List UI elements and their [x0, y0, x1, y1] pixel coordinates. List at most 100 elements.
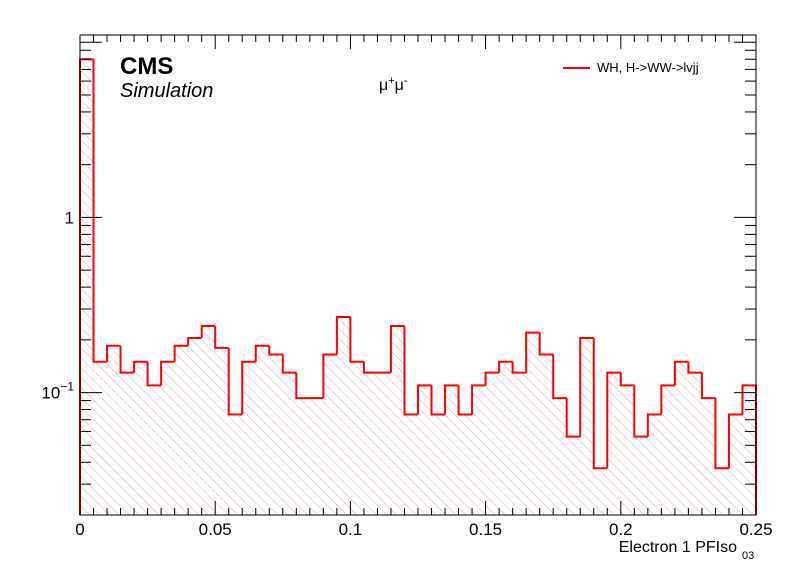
- histogram-step: [619, 372, 635, 387]
- x-axis-title: Electron 1 PFIso: [619, 539, 737, 556]
- x-axis-title-subscript: 03: [742, 550, 754, 562]
- histogram-step: [227, 347, 243, 416]
- histogram-step: [727, 413, 743, 469]
- histogram-step: [498, 360, 513, 373]
- histogram-step: [471, 384, 486, 415]
- histogram-bin: [201, 325, 216, 515]
- histogram-bin: [282, 372, 297, 515]
- histogram-bin: [93, 361, 108, 515]
- histogram-bin: [390, 325, 405, 515]
- histogram-bin: [161, 361, 175, 515]
- x-tick-labels: 0 0.05 0.1 0.15 0.2 0.25: [75, 520, 772, 539]
- histogram-step: [579, 336, 594, 437]
- histogram-bin: [309, 398, 324, 515]
- histogram-bin: [593, 468, 608, 515]
- histogram-step: [457, 385, 473, 416]
- histogram-bin: [134, 361, 148, 515]
- histogram-step: [295, 372, 310, 400]
- histogram-step: [268, 345, 283, 356]
- histogram-step: [714, 398, 729, 470]
- y-tick-label: 1: [65, 208, 74, 227]
- histogram-bin: [418, 385, 432, 515]
- histogram-step: [687, 361, 702, 374]
- x-tick-label: 0.15: [469, 520, 502, 539]
- histogram-step: [646, 413, 662, 437]
- histogram-step: [633, 385, 648, 438]
- histogram-step: [160, 360, 175, 386]
- simulation-label: Simulation: [120, 80, 213, 102]
- histogram-step: [700, 372, 716, 400]
- x-tick-label: 0.1: [339, 520, 363, 539]
- histogram-step: [403, 325, 418, 416]
- histogram-bin: [715, 468, 729, 515]
- histogram-step: [241, 360, 256, 415]
- histogram-step: [133, 360, 148, 373]
- histogram-bin: [377, 372, 391, 515]
- x-tick-label: 0: [75, 520, 84, 539]
- histogram-bin: [120, 372, 135, 515]
- histogram-step: [362, 361, 378, 374]
- y-tick-label: 10−1: [41, 380, 74, 403]
- x-tick-label: 0.25: [739, 520, 772, 539]
- histogram-bin: [458, 414, 473, 515]
- histogram-bin: [472, 385, 486, 515]
- histogram-bin: [404, 414, 418, 515]
- histogram-bin: [188, 337, 202, 515]
- histogram-fill: [80, 59, 756, 515]
- histogram-step: [200, 324, 216, 338]
- histogram-step: [119, 345, 135, 374]
- histogram-step: [673, 360, 689, 386]
- histogram-bin: [539, 354, 554, 515]
- histogram-step: [484, 371, 500, 386]
- histogram-step: [349, 317, 364, 363]
- histogram-bin: [215, 347, 229, 515]
- histogram-bin: [255, 345, 270, 515]
- experiment-label: CMS: [120, 53, 173, 80]
- histogram-step: [106, 344, 121, 362]
- histogram-bin: [499, 361, 513, 515]
- histogram-step: [417, 384, 432, 415]
- histogram-bin: [242, 361, 256, 515]
- histogram-step: [389, 324, 405, 373]
- x-tick-label: 0.2: [609, 520, 633, 539]
- histogram-bin: [553, 398, 567, 515]
- histogram-bin: [728, 414, 743, 515]
- histogram-step: [552, 354, 567, 400]
- histogram-bin: [296, 398, 310, 515]
- histogram-step: [430, 385, 446, 416]
- histogram-bin: [107, 345, 121, 515]
- histogram-bin: [620, 385, 635, 515]
- histogram-step: [214, 325, 229, 349]
- histogram-step: [592, 337, 608, 470]
- histogram-step: [511, 361, 527, 374]
- histogram-step: [538, 332, 554, 356]
- histogram-bin: [526, 332, 540, 515]
- histogram-bin: [607, 372, 621, 515]
- x-tick-label: 0.05: [199, 520, 232, 539]
- histogram-step: [335, 316, 351, 355]
- channel-label: μ+μ-: [379, 75, 408, 94]
- histogram-bin: [363, 372, 378, 515]
- histogram-bin: [701, 398, 716, 515]
- histogram-step: [606, 371, 621, 469]
- histogram-bin: [580, 337, 594, 515]
- histogram-bin: [445, 385, 459, 515]
- histogram-bin: [742, 385, 756, 515]
- histogram-bin: [147, 385, 162, 515]
- histogram-step: [525, 331, 540, 373]
- axis-ticks: [79, 35, 757, 516]
- histogram-bin: [350, 361, 364, 515]
- histogram-bin: [269, 354, 283, 515]
- histogram-bin: [566, 436, 581, 515]
- y-tick-labels: 10−1 1: [41, 208, 74, 402]
- histogram-bin: [174, 345, 189, 515]
- histogram-step: [660, 384, 675, 415]
- histogram-bin: [485, 372, 500, 515]
- histogram-step: [565, 398, 581, 438]
- histogram-step: [92, 59, 108, 363]
- histogram-bin: [228, 414, 243, 515]
- histogram-step: [173, 344, 189, 362]
- legend: WH, H->WW->lvjj: [563, 60, 699, 75]
- legend-entry-label: WH, H->WW->lvjj: [597, 60, 699, 75]
- histogram-bin: [634, 436, 648, 515]
